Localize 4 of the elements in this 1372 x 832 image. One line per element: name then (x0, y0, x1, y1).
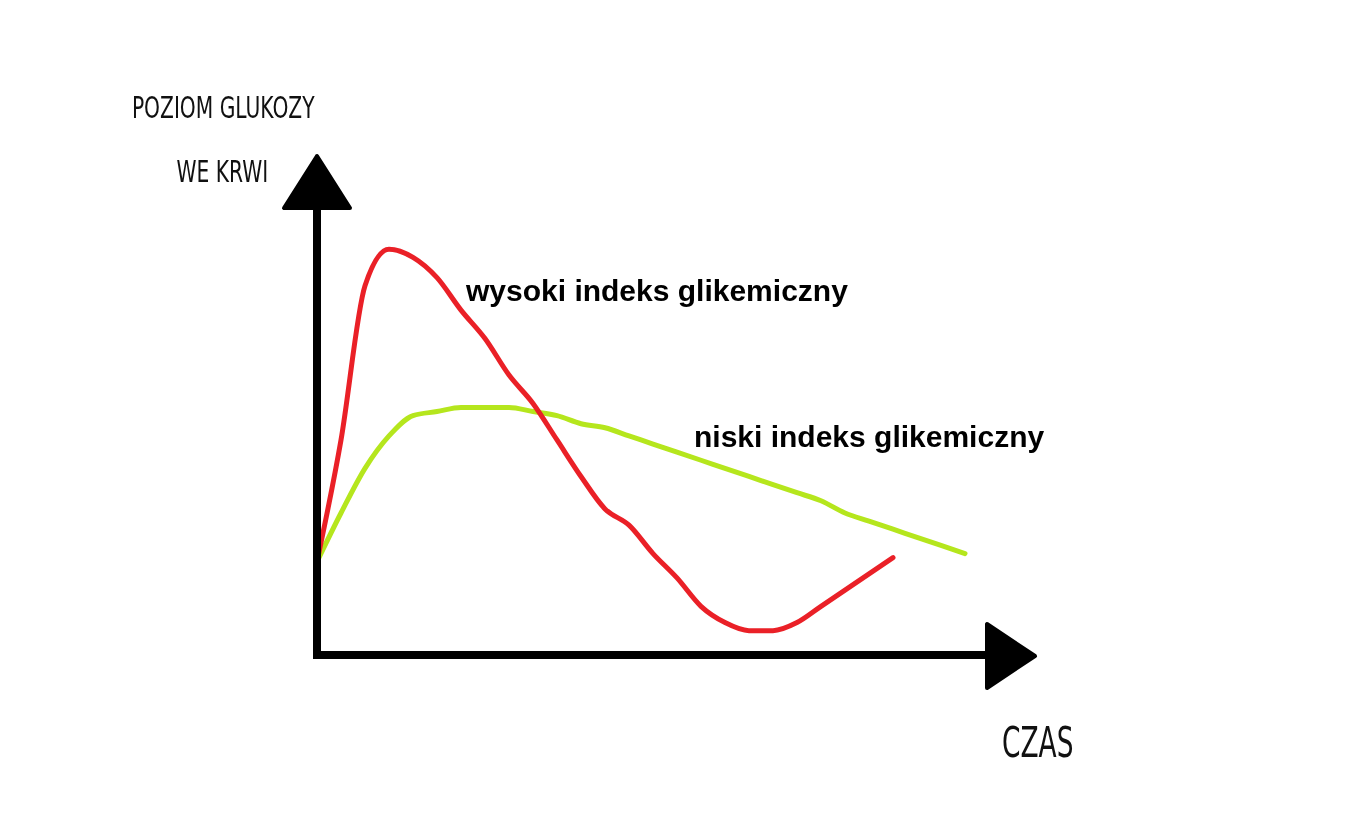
series-label: wysoki indeks glikemiczny (466, 274, 848, 308)
series-label: niski indeks glikemiczny (694, 420, 1045, 454)
x-axis-title: CZAS (1002, 718, 1074, 767)
y-axis-title: POZIOM GLUKOZY WE KRWI (132, 90, 315, 189)
